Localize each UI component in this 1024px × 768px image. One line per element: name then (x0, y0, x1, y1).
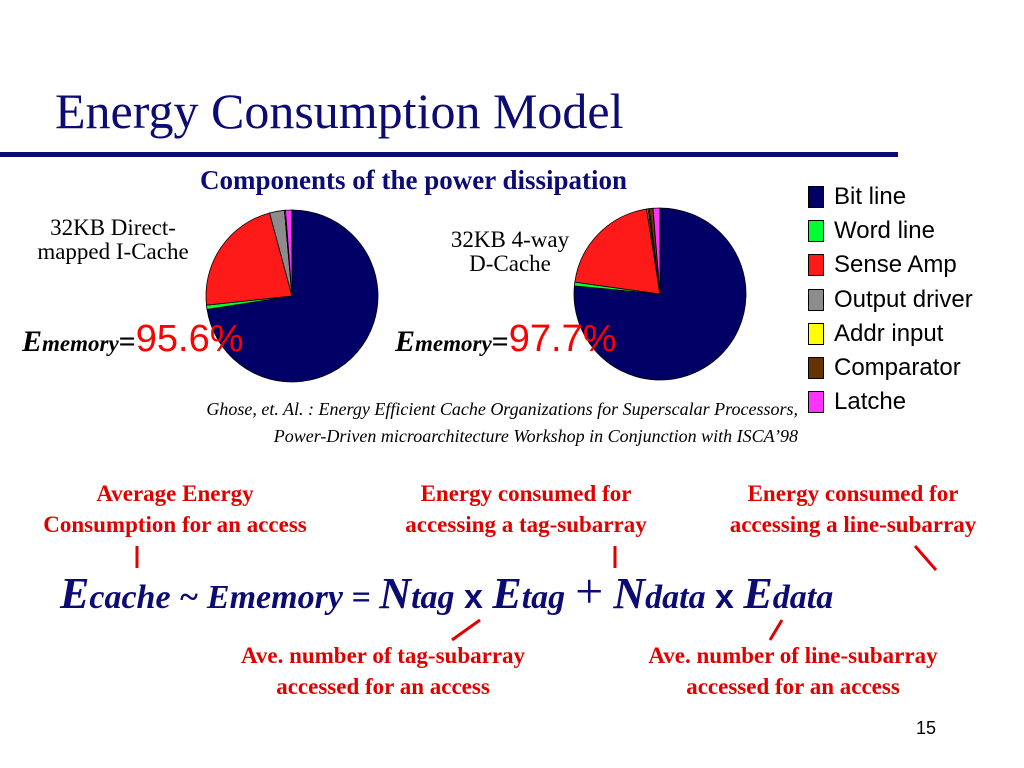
chart-legend: Bit line Word line Sense Amp Output driv… (808, 180, 973, 419)
formula-e-data-symbol: E (743, 569, 773, 618)
line-energy-annotation: Energy consumed for accessing a line-sub… (698, 478, 1008, 540)
dcache-ememory-symbol: E (395, 325, 416, 358)
dcache-ememory: Ememory=97.7% (395, 318, 617, 361)
legend-label: Comparator (834, 354, 961, 382)
ntag-annotation: Ave. number of tag-subarray accessed for… (204, 640, 562, 702)
dcache-ememory-equals: = (491, 325, 509, 358)
icache-ememory-value: 95.6% (135, 318, 244, 360)
formula-equals: = (342, 579, 380, 616)
legend-label: Sense Amp (834, 251, 957, 279)
dcache-pie-chart (573, 207, 747, 381)
tag-energy-line2: accessing a tag-subarray (405, 512, 647, 537)
dcache-label-line1: 32KB 4-way (450, 227, 570, 252)
arrow-ndata (768, 619, 784, 641)
ntag-line2: accessed for an access (276, 674, 490, 699)
formula-e-tag-symbol: E (492, 569, 522, 618)
energy-formula: Ecache ~ Ememory = Ntag x Etag + Ndata x E… (60, 562, 833, 620)
formula-cache-subscript: cache (89, 579, 171, 616)
legend-item-sense-amp: Sense Amp (808, 248, 973, 282)
legend-label: Bit line (834, 183, 907, 211)
icache-ememory: Ememory=95.6% (22, 318, 244, 361)
icache-ememory-equals: = (118, 325, 136, 358)
formula-tag-subscript-2: tag (521, 579, 566, 616)
formula-data-subscript-2: data (772, 579, 834, 616)
legend-swatch (808, 254, 824, 277)
ntag-line1: Ave. number of tag-subarray (240, 643, 526, 668)
dcache-label-line2: D-Cache (469, 251, 551, 276)
avg-energy-annotation: Average Energy Consumption for an access (10, 478, 340, 540)
citation: Ghose, et. Al. : Energy Efficient Cache … (206, 396, 798, 450)
ndata-line1: Ave. number of line-subarray (648, 643, 938, 668)
pie-slice-latche (285, 209, 293, 297)
arrow-line-energy (913, 545, 938, 571)
pie-slice-bit-line (206, 209, 379, 383)
legend-item-bit-line: Bit line (808, 180, 973, 214)
icache-label: 32KB Direct- mapped I-Cache (18, 216, 208, 264)
formula-data-subscript: data (645, 579, 706, 616)
legend-swatch (808, 322, 824, 345)
legend-swatch (808, 391, 824, 414)
icache-ememory-subscript: memory (42, 331, 119, 356)
dcache-ememory-value: 97.7% (508, 318, 617, 360)
tag-energy-annotation: Energy consumed for accessing a tag-suba… (372, 478, 680, 540)
arrow-ntag (451, 618, 481, 642)
title-divider (0, 152, 898, 157)
avg-energy-line1: Average Energy (96, 481, 254, 506)
pie-slice-bit-line (573, 207, 747, 381)
pie-slice-latche (652, 207, 661, 295)
legend-swatch (808, 186, 824, 209)
formula-n-data-symbol: N (613, 569, 646, 618)
icache-label-line2: mapped I-Cache (37, 239, 189, 264)
pie-slice-sense-amp (205, 212, 293, 306)
formula-times-1: x (454, 578, 493, 616)
legend-label: Latche (834, 388, 907, 416)
formula-ememory: Ememory (206, 579, 343, 616)
legend-swatch (808, 220, 824, 243)
page-number: 15 (916, 718, 937, 738)
citation-line1: Ghose, et. Al. : Energy Efficient Cache … (206, 399, 798, 419)
ndata-line2: accessed for an access (686, 674, 900, 699)
formula-n-tag-symbol: N (379, 569, 412, 618)
legend-item-latche: Latche (808, 385, 973, 419)
line-energy-line2: accessing a line-subarray (729, 512, 977, 537)
legend-swatch (808, 357, 824, 380)
legend-item-word-line: Word line (808, 214, 973, 248)
line-energy-line1: Energy consumed for (747, 481, 959, 506)
legend-item-output-driver: Output driver (808, 283, 973, 317)
avg-energy-line2: Consumption for an access (43, 512, 307, 537)
ndata-annotation: Ave. number of line-subarray accessed fo… (610, 640, 976, 702)
formula-times-2: x (705, 578, 744, 616)
legend-label: Output driver (834, 285, 973, 313)
formula-e-cache-symbol: E (60, 569, 90, 618)
formula-plus: + (575, 563, 604, 619)
citation-line2: Power-Driven microarchitecture Workshop … (273, 426, 798, 446)
dcache-label: 32KB 4-way D-Cache (428, 228, 592, 276)
legend-label: Word line (834, 217, 935, 245)
tag-energy-line1: Energy consumed for (420, 481, 632, 506)
legend-label: Addr input (834, 319, 944, 347)
icache-label-line1: 32KB Direct- (50, 215, 176, 240)
pie-slice-sense-amp (574, 208, 661, 295)
icache-pie-chart (205, 209, 379, 383)
legend-swatch (808, 288, 824, 311)
formula-tilde: ~ (170, 579, 207, 616)
slide-subtitle: Components of the power dissipation (200, 165, 628, 195)
legend-item-addr-input: Addr input (808, 317, 973, 351)
legend-item-comparator: Comparator (808, 351, 973, 385)
icache-ememory-symbol: E (22, 325, 43, 358)
formula-tag-subscript: tag (411, 579, 455, 616)
slide-title: Energy Consumption Model (55, 83, 624, 139)
dcache-ememory-subscript: memory (415, 331, 492, 356)
